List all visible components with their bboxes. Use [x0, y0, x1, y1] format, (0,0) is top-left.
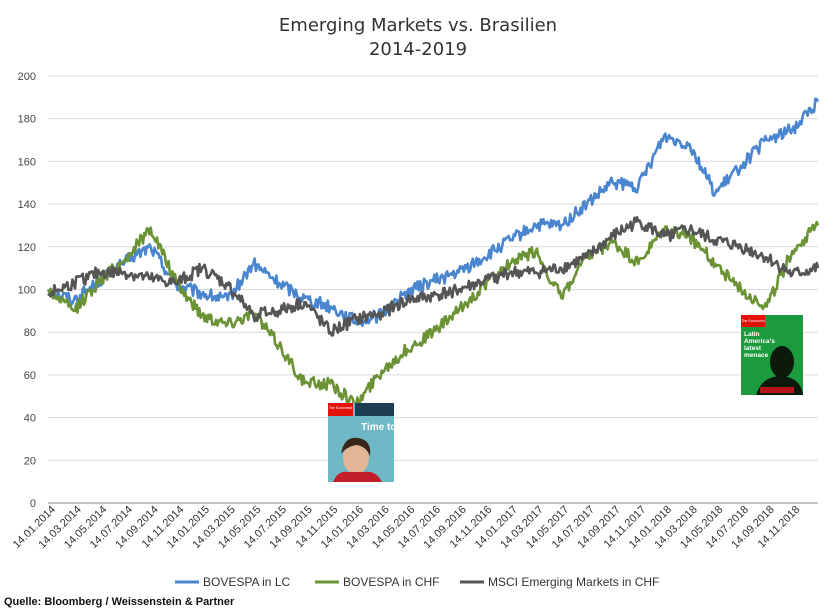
legend: BOVESPA in LC BOVESPA in CHF MSCI Emerging…	[175, 575, 659, 589]
y-tick-label: 120	[18, 242, 36, 254]
series-line-bovespa-in-lc	[46, 97, 820, 327]
y-tick-label: 60	[24, 370, 36, 382]
cover2-masthead: The Economist	[741, 319, 764, 323]
series-line-msci-emerging-markets-in-chf	[47, 216, 820, 337]
magazine-cover-latin-america-menace: The Economist Latin America's latest men…	[741, 315, 803, 395]
legend-label: BOVESPA in CHF	[343, 575, 439, 589]
legend-label: BOVESPA in LC	[203, 575, 290, 589]
y-tick-label: 200	[18, 71, 36, 83]
series-group	[46, 97, 820, 410]
legend-label: MSCI Emerging Markets in CHF	[488, 575, 659, 589]
chart-subtitle: 2014-2019	[369, 39, 467, 60]
y-tick-label: 100	[18, 285, 36, 297]
y-tick-label: 0	[30, 498, 36, 510]
cover1-masthead: The Economist	[329, 406, 352, 410]
y-tick-label: 80	[24, 327, 36, 339]
y-tick-label: 40	[24, 413, 36, 425]
grid: 02040608010012014016018020014.01.201414.…	[11, 71, 818, 551]
y-tick-label: 160	[18, 156, 36, 168]
y-tick-label: 140	[18, 199, 36, 211]
source-note: Quelle: Bloomberg / Weissenstein & Partn…	[4, 596, 235, 608]
cover2-headline: Latin America's latest menace	[744, 331, 775, 359]
chart-title: Emerging Markets vs. Brasilien	[279, 15, 557, 36]
magazine-cover-time-to-go: The Economist Time to go	[328, 403, 411, 482]
y-tick-label: 20	[24, 455, 36, 467]
series-line-bovespa-in-chf	[46, 220, 820, 410]
y-tick-label: 180	[18, 114, 36, 126]
cover1-headline: Time to go	[361, 422, 411, 433]
